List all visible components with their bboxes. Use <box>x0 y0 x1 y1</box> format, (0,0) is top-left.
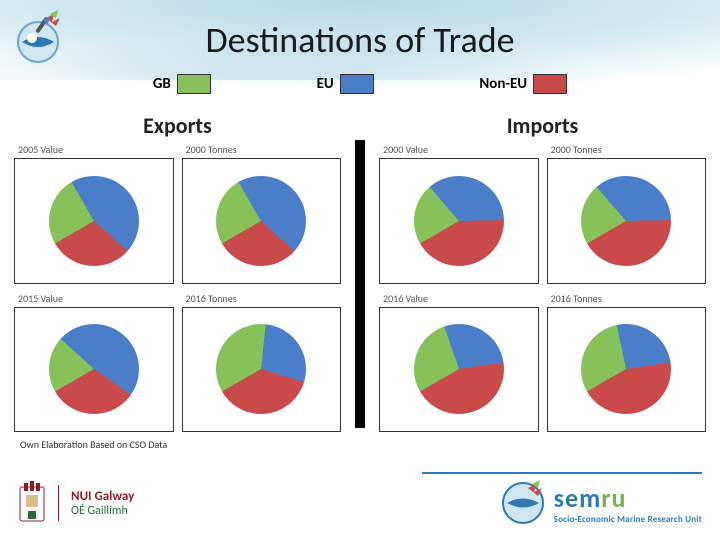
nui-line1: NUI Galway <box>71 489 134 504</box>
exports-chart-label-3: 2016 Tonnes <box>182 292 342 305</box>
nui-galway-logo: NUI Galway OÉ Gaillimh <box>18 481 134 525</box>
legend-item-gb: GB <box>153 74 211 94</box>
imports-chart-1: 2000 Tonnes <box>547 143 707 284</box>
exports-pie-3 <box>216 324 306 414</box>
nui-line2: OÉ Gaillimh <box>71 504 134 518</box>
semru-icon <box>500 480 546 526</box>
imports-title: Imports <box>379 112 706 139</box>
imports-chart-box-3 <box>547 307 707 433</box>
imports-section: Imports 2000 Value2000 Tonnes2016 Value2… <box>379 112 706 432</box>
imports-pie-3 <box>581 324 671 414</box>
imports-pie-1 <box>581 176 671 266</box>
exports-chart-3: 2016 Tonnes <box>182 292 342 433</box>
legend-label-eu: EU <box>317 75 334 93</box>
imports-chart-0: 2000 Value <box>379 143 539 284</box>
exports-pie-0 <box>49 176 139 266</box>
legend: GB EU Non-EU <box>100 74 620 94</box>
imports-chart-label-2: 2016 Value <box>379 292 539 305</box>
semru-logo: semru Socio-Economic Marine Research Uni… <box>500 480 702 526</box>
legend-swatch-gb <box>177 74 211 94</box>
slide-title: Destinations of Trade <box>0 18 720 62</box>
section-divider <box>355 140 365 428</box>
exports-chart-label-0: 2005 Value <box>14 143 174 156</box>
legend-swatch-noneu <box>533 74 567 94</box>
nui-text: NUI Galway OÉ Gaillimh <box>71 489 134 518</box>
exports-chart-1: 2000 Tonnes <box>182 143 342 284</box>
exports-chart-box-1 <box>182 158 342 284</box>
legend-label-gb: GB <box>153 75 171 93</box>
imports-chart-label-0: 2000 Value <box>379 143 539 156</box>
nui-crest-icon <box>18 481 46 525</box>
imports-chart-grid: 2000 Value 2000 Tonnes 2016 Value 2016 Tonn… <box>379 143 706 432</box>
exports-chart-0: 2005 Value <box>14 143 174 284</box>
semru-tagline: Socio-Economic Marine Research Unit <box>554 514 702 525</box>
legend-item-noneu: Non-EU <box>479 74 567 94</box>
content-area: Exports 2005 Value2000 Tonnes2015 Value2… <box>14 112 706 432</box>
exports-section: Exports 2005 Value2000 Tonnes2015 Value2… <box>14 112 341 432</box>
imports-chart-2: 2016 Value <box>379 292 539 433</box>
imports-chart-label-1: 2000 Tonnes <box>547 143 707 156</box>
exports-pie-2 <box>49 324 139 414</box>
semru-brand: semru <box>554 482 702 514</box>
legend-item-eu: EU <box>317 74 374 94</box>
imports-chart-box-0 <box>379 158 539 284</box>
exports-chart-label-2: 2015 Value <box>14 292 174 305</box>
exports-title: Exports <box>14 112 341 139</box>
legend-swatch-eu <box>340 74 374 94</box>
imports-pie-2 <box>414 324 504 414</box>
imports-chart-box-1 <box>547 158 707 284</box>
exports-chart-box-2 <box>14 307 174 433</box>
imports-pie-0 <box>414 176 504 266</box>
exports-chart-label-1: 2000 Tonnes <box>182 143 342 156</box>
source-note: Own Elaboration Based on CSO Data <box>20 438 167 451</box>
exports-chart-box-0 <box>14 158 174 284</box>
imports-chart-3: 2016 Tonnes <box>547 292 707 433</box>
imports-chart-box-2 <box>379 307 539 433</box>
semru-text: semru Socio-Economic Marine Research Uni… <box>554 482 702 525</box>
footer: NUI Galway OÉ Gaillimh semru Socio-Econo… <box>0 472 720 540</box>
imports-chart-label-3: 2016 Tonnes <box>547 292 707 305</box>
exports-chart-box-3 <box>182 307 342 433</box>
legend-label-noneu: Non-EU <box>479 75 527 93</box>
nui-divider <box>58 485 59 521</box>
exports-chart-grid: 2005 Value 2000 Tonnes 2015 Value 2016 Tonn… <box>14 143 341 432</box>
exports-chart-2: 2015 Value <box>14 292 174 433</box>
exports-pie-1 <box>216 176 306 266</box>
